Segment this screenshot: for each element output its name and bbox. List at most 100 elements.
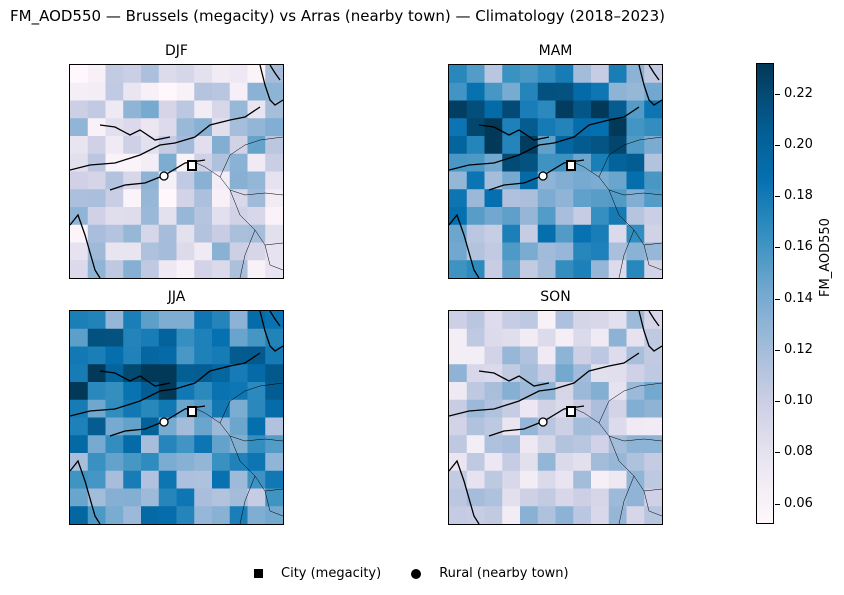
grid-cell (608, 100, 627, 119)
grid-cell (229, 65, 248, 84)
grid-cell (502, 417, 521, 436)
grid-cell (247, 364, 266, 383)
grid-cell (644, 364, 662, 383)
grid-cell (212, 399, 231, 418)
country-border (643, 490, 662, 517)
grid-cell (449, 118, 468, 137)
grid-cell (123, 82, 142, 101)
grid-cell (105, 470, 124, 489)
coastline (99, 370, 171, 387)
grid-cell (608, 435, 627, 454)
coastline (259, 65, 283, 106)
grid-cell (555, 242, 574, 261)
grid-cell (449, 311, 468, 330)
grid-cell (466, 189, 485, 208)
grid-cell (265, 189, 283, 208)
grid-cell (502, 189, 521, 208)
grid-cell (265, 382, 283, 401)
grid-cell (176, 136, 195, 155)
grid-cell (555, 207, 574, 226)
grid-cell (176, 435, 195, 454)
grid-cell (247, 470, 266, 489)
grid-cell (158, 470, 177, 489)
grid-cell (247, 260, 266, 278)
grid-cell (573, 224, 592, 243)
grid-cell (70, 506, 89, 524)
grid-cell (537, 453, 556, 472)
grid-cell (194, 470, 213, 489)
map-panel-mam (448, 64, 663, 279)
grid-cell (644, 399, 662, 418)
coastline (449, 352, 640, 417)
grid-cell (158, 453, 177, 472)
grid-cell (466, 328, 485, 347)
panel-title-son: SON (540, 289, 571, 305)
grid-cell (194, 346, 213, 365)
grid-cell (484, 260, 503, 278)
legend-item-city: City (megacity) (254, 566, 381, 581)
grid-cell (123, 453, 142, 472)
colorbar-tick-label: 0.06 (784, 495, 813, 511)
grid-cell (70, 207, 89, 226)
grid-cell (520, 435, 539, 454)
grid-cell (87, 224, 106, 243)
grid-cell (626, 470, 645, 489)
grid-cell (123, 435, 142, 454)
rural-marker (538, 171, 548, 181)
grid-cell (123, 207, 142, 226)
grid-cell (123, 382, 142, 401)
grid-cell (265, 470, 283, 489)
grid-cell (537, 364, 556, 383)
map-svg-mam (449, 65, 662, 278)
grid-cell (194, 260, 213, 278)
grid-cell (484, 82, 503, 101)
grid-cell (449, 153, 468, 172)
grid-cell (466, 311, 485, 330)
grid-cell (194, 82, 213, 101)
grid-cell (212, 242, 231, 261)
grid-cell (626, 506, 645, 524)
grid-cell (591, 224, 610, 243)
grid-cell (87, 242, 106, 261)
grid-cell (229, 224, 248, 243)
grid-cell (626, 260, 645, 278)
grid-cell (626, 171, 645, 190)
grid-cell (626, 224, 645, 243)
grid-cell (247, 506, 266, 524)
grid-cell (502, 82, 521, 101)
grid-cell (608, 118, 627, 137)
grid-cell (555, 189, 574, 208)
grid-cell (229, 453, 248, 472)
grid-cell (644, 207, 662, 226)
grid-cell (194, 207, 213, 226)
grid-cell (105, 65, 124, 84)
grid-cell (591, 453, 610, 472)
coastline (70, 352, 261, 417)
grid-cell (644, 82, 662, 101)
grid-cell (502, 506, 521, 524)
grid-cell (484, 242, 503, 261)
grid-cell (265, 346, 283, 365)
grid-cell (520, 488, 539, 507)
grid-cell (141, 453, 160, 472)
colorbar-tick-label: 0.12 (784, 341, 813, 357)
grid-cell (141, 153, 160, 172)
grid-cell (158, 100, 177, 119)
grid-cell (265, 435, 283, 454)
grid-cell (626, 136, 645, 155)
grid-cell (265, 171, 283, 190)
grid-cell (573, 136, 592, 155)
grid-cell (123, 311, 142, 330)
panel-title-jja: JJA (167, 289, 186, 305)
grid-cell (626, 364, 645, 383)
grid-cell (608, 260, 627, 278)
grid-cell (105, 382, 124, 401)
grid-cell (537, 153, 556, 172)
grid-cell (194, 189, 213, 208)
grid-cell (158, 118, 177, 137)
grid-cell (141, 118, 160, 137)
grid-cell (105, 100, 124, 119)
rural-marker (159, 417, 169, 427)
grid-cell (608, 82, 627, 101)
grid-cell (502, 399, 521, 418)
